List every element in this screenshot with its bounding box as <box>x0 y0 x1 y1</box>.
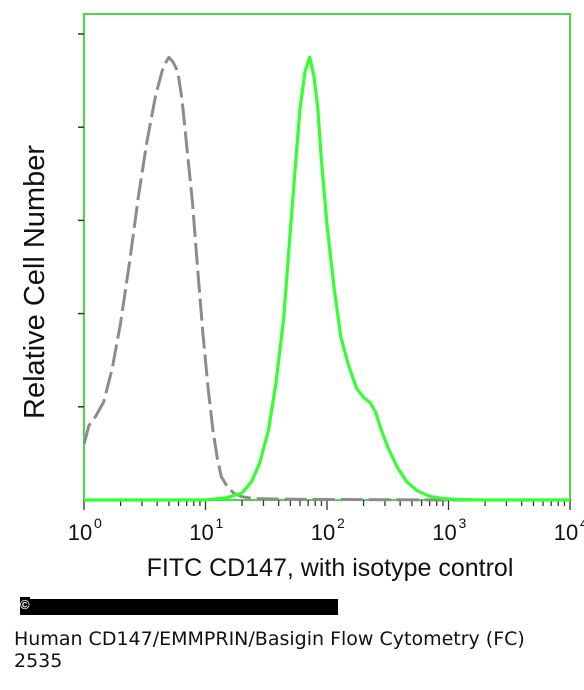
x-tick-label: 10 <box>189 520 213 545</box>
y-axis-label: Relative Cell Number <box>19 145 51 419</box>
x-tick-label: 10 <box>554 520 578 545</box>
series-line-1 <box>84 55 570 502</box>
x-tick-exponent: 0 <box>94 515 102 531</box>
x-tick-exponent: 3 <box>459 515 467 531</box>
copyright-symbol: © <box>20 597 30 613</box>
series-line-0 <box>82 55 570 502</box>
x-tick-label: 10 <box>311 520 335 545</box>
x-tick-exponent: 2 <box>337 515 345 531</box>
x-tick-label: 10 <box>432 520 456 545</box>
plot-area: 10 0 10 1 10 2 10 3 10 4 <box>68 13 584 545</box>
copyright-redaction-bar <box>20 599 338 615</box>
x-axis-label: FITC CD147, with isotype control <box>147 554 514 582</box>
figure-caption: Human CD147/EMMPRIN/Basigin Flow Cytomet… <box>14 628 579 672</box>
caption-line-2: 2535 <box>14 650 63 672</box>
caption-line-1: Human CD147/EMMPRIN/Basigin Flow Cytomet… <box>14 628 525 650</box>
x-tick-exponent: 1 <box>216 515 224 531</box>
x-tick-label: 10 <box>68 520 92 545</box>
x-tick-exponent: 4 <box>580 515 584 531</box>
histogram-chart: 10 0 10 1 10 2 10 3 10 4 Relative Cell Number FIT… <box>19 13 584 582</box>
